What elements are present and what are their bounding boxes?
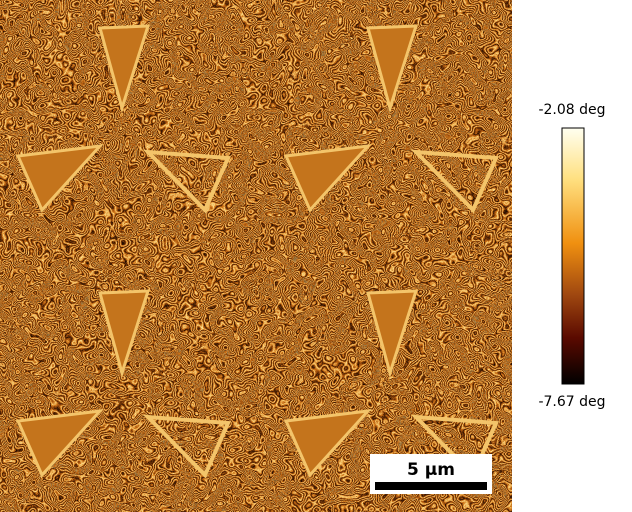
scale-bar [375,482,487,490]
colorbar-max-label: -2.08 deg [538,102,605,118]
colorbar-min-label: -7.67 deg [538,394,605,410]
scale-bar-label: 5 µm [407,460,455,480]
colorbar [561,127,585,385]
